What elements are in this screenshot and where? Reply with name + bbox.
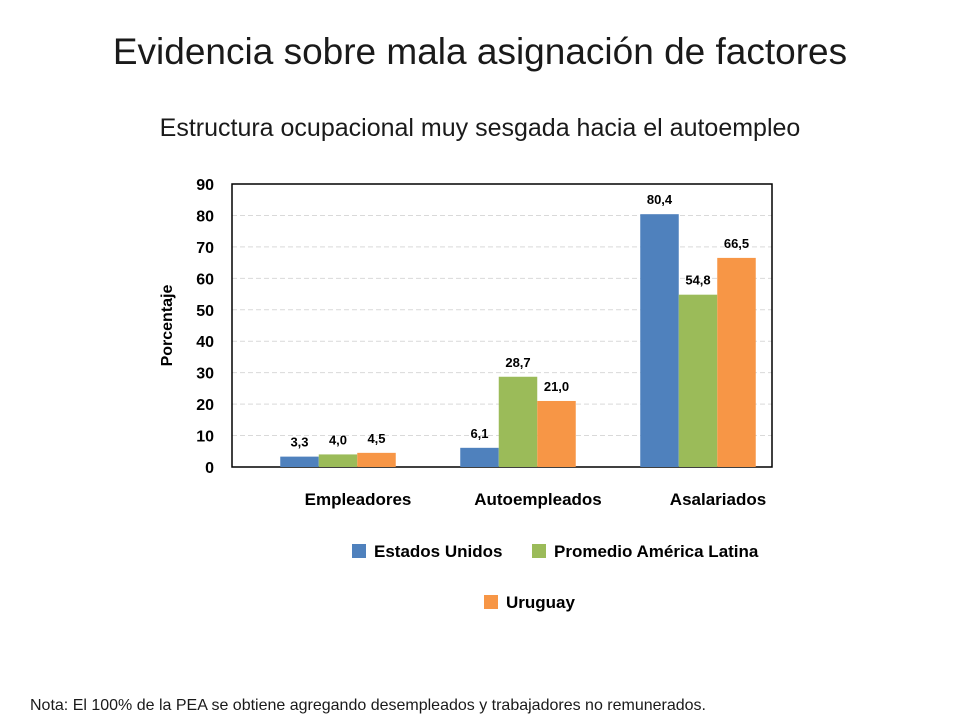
bar-1-0 <box>460 447 499 467</box>
slide-subtitle: Estructura ocupacional muy sesgada hacia… <box>159 114 801 142</box>
data-label-2-2: 66,5 <box>724 236 749 251</box>
y-axis-label: Porcentaje <box>159 284 176 366</box>
x-tick-label-0: Empleadores <box>305 490 412 509</box>
data-label-0-0: 3,3 <box>290 435 308 450</box>
data-label-1-2: 21,0 <box>544 379 569 394</box>
data-label-0-2: 4,5 <box>367 431 385 446</box>
bar-0-1 <box>318 454 358 467</box>
y-tick-label-8: 80 <box>196 208 214 225</box>
footnote: Nota: El 100% de la PEA se obtiene agreg… <box>30 697 706 714</box>
data-label-0-1: 4,0 <box>329 432 347 447</box>
bar-2-1 <box>678 294 718 467</box>
data-label-1-1: 28,7 <box>505 355 530 370</box>
bar-0-0 <box>280 456 319 467</box>
y-tick-label-7: 70 <box>196 240 214 257</box>
y-tick-label-4: 40 <box>196 334 214 351</box>
bar-2-2 <box>717 257 756 467</box>
data-label-2-0: 80,4 <box>647 192 673 207</box>
bar-chart: 0 10 20 30 40 50 60 70 80 90 Porcentaje 3,3 4,0 4,5 Em… <box>159 177 773 612</box>
legend-swatch-0 <box>352 544 366 558</box>
legend-swatch-1 <box>532 544 546 558</box>
y-tick-label-3: 30 <box>196 366 214 383</box>
x-tick-label-1: Autoempleados <box>474 490 602 509</box>
slide-title: Evidencia sobre mala asignación de facto… <box>112 31 848 72</box>
y-tick-label-1: 10 <box>196 429 214 446</box>
legend-label-1: Promedio América Latina <box>554 542 759 561</box>
data-label-2-1: 54,8 <box>685 273 710 288</box>
bar-0-2 <box>357 452 396 467</box>
y-tick-label-2: 20 <box>196 397 214 414</box>
y-tick-label-6: 60 <box>196 271 214 288</box>
bar-1-2 <box>537 400 576 467</box>
y-tick-label-5: 50 <box>196 303 214 320</box>
y-tick-label-9: 90 <box>196 177 214 194</box>
y-tick-label-0: 0 <box>205 460 214 477</box>
bar-2-0 <box>640 214 679 467</box>
legend-label-2: Uruguay <box>506 593 576 612</box>
legend-label-0: Estados Unidos <box>374 542 502 561</box>
legend-swatch-2 <box>484 595 498 609</box>
data-label-1-0: 6,1 <box>470 426 488 441</box>
bar-1-1 <box>498 376 538 467</box>
x-tick-label-2: Asalariados <box>670 490 766 509</box>
